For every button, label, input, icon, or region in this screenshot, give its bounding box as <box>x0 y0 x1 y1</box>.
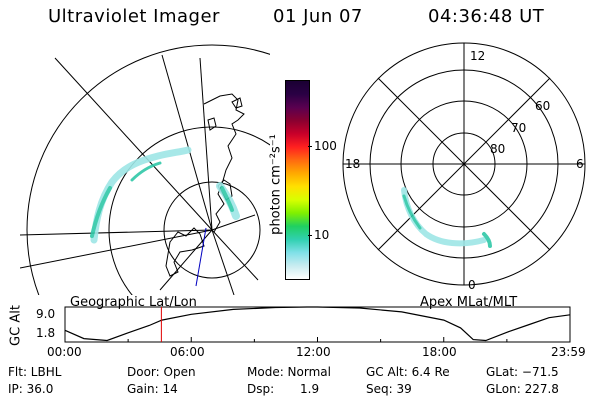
polar-plot: 12 18 6 0 60 70 80 <box>342 42 586 292</box>
colorbar-tick-100: 100 <box>314 139 337 153</box>
mlt-label-0: 0 <box>468 278 476 292</box>
dsp-value: 1.9 <box>300 382 320 396</box>
left-panel-caption: Geographic Lat/Lon <box>70 295 197 310</box>
coastline-outline <box>165 93 245 277</box>
instrument-title: Ultraviolet Imager <box>48 6 220 27</box>
latitude-circle-mid <box>108 126 270 295</box>
x-tick-0000: 00:00 <box>47 345 82 359</box>
longitude-line <box>20 229 213 236</box>
colorbar <box>285 80 310 280</box>
altitude-curve <box>64 306 571 342</box>
x-tick-2359: 23:59 <box>551 345 586 359</box>
mlt-label-18: 18 <box>345 157 360 171</box>
colorbar-label: photon cm⁻²s⁻¹ <box>268 134 284 235</box>
mlt-label-12: 12 <box>470 49 485 63</box>
y-tick-9-0: 9.0 <box>36 307 56 321</box>
filter-readout: Flt: LBHL <box>8 365 62 379</box>
aurora-oval-emission <box>401 187 492 248</box>
longitude-line <box>199 57 213 231</box>
aurora-emission <box>90 146 240 244</box>
right-panel-caption: Apex MLat/MLT <box>420 295 518 310</box>
x-tick-0600: 06:00 <box>170 345 205 359</box>
longitude-line <box>54 57 213 231</box>
geographic-map <box>20 44 270 295</box>
longitude-line <box>161 54 213 231</box>
altitude-chart <box>64 306 571 343</box>
latitude-circle-outer <box>26 44 270 295</box>
longitude-line <box>211 229 235 295</box>
latitude-circle-inner <box>163 181 261 279</box>
date-label: 01 Jun 07 <box>273 6 363 27</box>
longitude-line <box>20 229 213 269</box>
colorbar-tick-10: 10 <box>314 228 330 242</box>
door-readout: Door: Open <box>127 365 196 379</box>
seq-readout: Seq: 39 <box>366 382 412 396</box>
mlt-label-6: 6 <box>576 157 584 171</box>
dsp-label: Dsp: <box>247 382 275 396</box>
glon-readout: GLon: 227.8 <box>486 382 559 396</box>
colorbar-tick-mark <box>308 146 312 147</box>
x-tick-1800: 18:00 <box>422 345 457 359</box>
polar-axis-diagonal <box>377 77 551 251</box>
lat-label-80: 80 <box>490 142 505 156</box>
gc-alt-readout: GC Alt: 6.4 Re <box>366 365 450 379</box>
longitude-line <box>159 229 213 291</box>
lat-label-60: 60 <box>535 99 550 113</box>
glat-readout: GLat: −71.5 <box>486 365 559 379</box>
x-tick-1200: 12:00 <box>296 345 331 359</box>
mode-readout: Mode: Normal <box>247 365 331 379</box>
time-label: 04:36:48 UT <box>428 6 545 27</box>
ip-readout: IP: 36.0 <box>8 382 54 396</box>
longitude-line <box>211 214 256 231</box>
magnetic-pole-line <box>195 227 207 287</box>
lat-label-70: 70 <box>511 121 526 135</box>
longitude-line <box>211 229 259 281</box>
y-tick-1-8: 1.8 <box>36 326 56 340</box>
gain-readout: Gain: 14 <box>127 382 178 396</box>
altitude-chart-ticks <box>64 337 571 342</box>
colorbar-tick-mark <box>308 235 312 236</box>
